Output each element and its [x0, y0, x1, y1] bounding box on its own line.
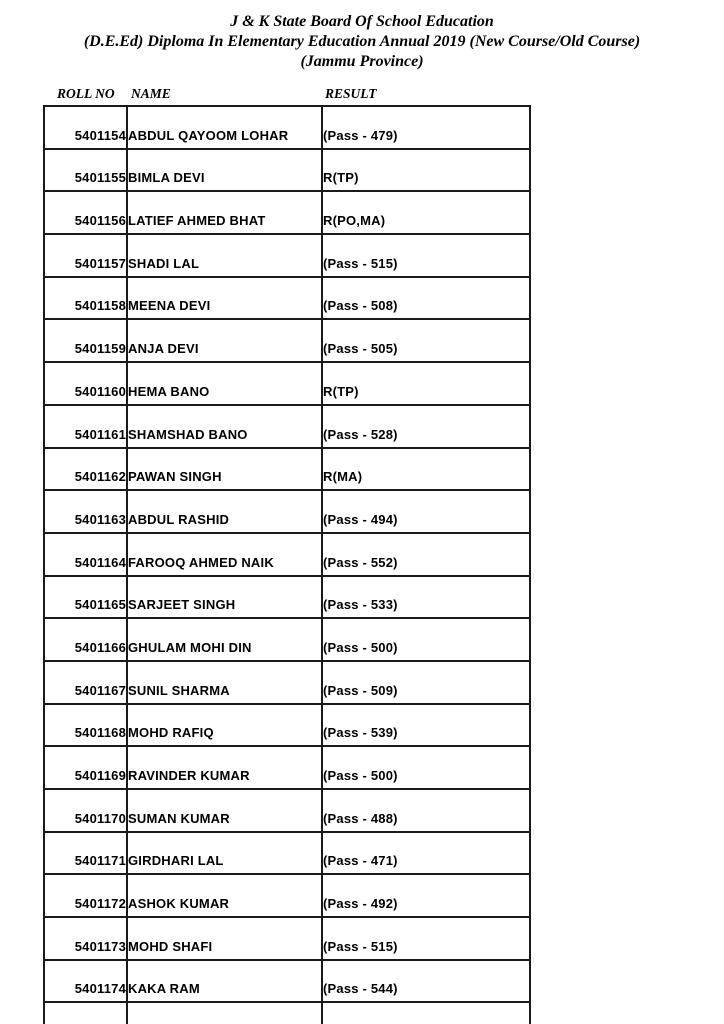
name-cell: ABDUL RASHID — [126, 489, 323, 534]
result-cell: (Pass - 539) — [321, 702, 531, 748]
table-row: 5401160 HEMA BANO R(TP) — [43, 361, 531, 406]
result-cell: (Pass - 500) — [321, 617, 531, 662]
table-row: 5401156 LATIEF AHMED BHAT R(PO,MA) — [43, 190, 531, 236]
roll-no-cell: 5401154 — [43, 105, 128, 150]
name-cell: BIMLA DEVI — [126, 147, 323, 193]
roll-no-cell: 5401169 — [43, 745, 128, 790]
roll-no-cell: 5401158 — [43, 275, 128, 321]
table-row: 5401164 FAROOQ AHMED NAIK (Pass - 552) — [43, 531, 531, 577]
table-row: 5401161 SHAMSHAD BANO (Pass - 528) — [43, 403, 531, 449]
table-row: 5401155 BIMLA DEVI R(TP) — [43, 147, 531, 193]
column-header-name: NAME — [131, 86, 171, 101]
roll-no-cell: 5401162 — [43, 446, 128, 492]
roll-no-cell: 5401174 — [43, 958, 128, 1004]
table-row: 5401173 MOHD SHAFI (Pass - 515) — [43, 916, 531, 961]
table-row: 5401171 GIRDHARI LAL (Pass - 471) — [43, 830, 531, 876]
table-row: 5401154 ABDUL QAYOOM LOHAR (Pass - 479) — [43, 105, 531, 150]
roll-no-cell: 5401168 — [43, 702, 128, 748]
name-cell: FAROOQ AHMED NAIK — [126, 531, 323, 577]
result-cell: (Pass - 468) — [321, 1001, 531, 1024]
table-row: 5401162 PAWAN SINGH R(MA) — [43, 446, 531, 492]
roll-no-cell: 5401172 — [43, 873, 128, 919]
name-cell: RAVINDER KUMAR — [126, 745, 323, 790]
result-cell: (Pass - 494) — [321, 489, 531, 534]
table-row: 5401168 MOHD RAFIQ (Pass - 539) — [43, 702, 531, 748]
roll-no-cell: 5401167 — [43, 659, 128, 705]
result-cell: (Pass - 471) — [321, 830, 531, 876]
table-row: 5401172 ASHOK KUMAR (Pass - 492) — [43, 873, 531, 919]
table-row: 5401169 RAVINDER KUMAR (Pass - 500) — [43, 745, 531, 790]
document-title: J & K State Board Of School Education — [230, 13, 494, 30]
roll-no-cell: 5401173 — [43, 916, 128, 961]
roll-no-cell: 5401163 — [43, 489, 128, 534]
result-cell: R(PO,MA) — [321, 190, 531, 236]
name-cell: ABDUL QAYOOM LOHAR — [126, 105, 323, 150]
column-header-roll-no: ROLL NO — [57, 86, 115, 101]
roll-no-cell: 5401164 — [43, 531, 128, 577]
name-cell: GIRDHARI LAL — [126, 830, 323, 876]
document-province: (Jammu Province) — [300, 53, 424, 70]
table-row: 5401167 SUNIL SHARMA (Pass - 509) — [43, 659, 531, 705]
name-cell: SHAMSHAD BANO — [126, 403, 323, 449]
result-cell: (Pass - 508) — [321, 275, 531, 321]
roll-no-cell: 5401175 — [43, 1001, 128, 1024]
table-row: 5401158 MEENA DEVI (Pass - 508) — [43, 275, 531, 321]
name-cell: SUNIL SHARMA — [126, 659, 323, 705]
table-column-headers: ROLL NO NAME RESULT — [43, 86, 523, 102]
table-row: 5401157 SHADI LAL (Pass - 515) — [43, 233, 531, 278]
result-cell: (Pass - 528) — [321, 403, 531, 449]
results-table-body: 5401154 ABDUL QAYOOM LOHAR (Pass - 479) … — [43, 105, 531, 1024]
result-cell: (Pass - 515) — [321, 916, 531, 961]
name-cell: LATIEF AHMED BHAT — [126, 190, 323, 236]
result-cell: (Pass - 552) — [321, 531, 531, 577]
table-row: 5401166 GHULAM MOHI DIN (Pass - 500) — [43, 617, 531, 662]
result-cell: (Pass - 505) — [321, 318, 531, 364]
roll-no-cell: 5401157 — [43, 233, 128, 278]
column-header-result: RESULT — [325, 86, 377, 101]
result-cell: R(TP) — [321, 147, 531, 193]
table-row: 5401170 SUMAN KUMAR (Pass - 488) — [43, 788, 531, 833]
roll-no-cell: 5401155 — [43, 147, 128, 193]
name-cell: KAKA RAM — [126, 958, 323, 1004]
result-cell: (Pass - 492) — [321, 873, 531, 919]
name-cell: SARJEET SINGH — [126, 574, 323, 620]
document-header: J & K State Board Of School Education (D… — [0, 12, 724, 72]
result-cell: (Pass - 488) — [321, 788, 531, 833]
result-cell: (Pass - 533) — [321, 574, 531, 620]
result-cell: (Pass - 544) — [321, 958, 531, 1004]
table-row: 5401174 KAKA RAM (Pass - 544) — [43, 958, 531, 1004]
name-cell: HEMA BANO — [126, 361, 323, 406]
table-row: 5401159 ANJA DEVI (Pass - 505) — [43, 318, 531, 364]
roll-no-cell: 5401160 — [43, 361, 128, 406]
roll-no-cell: 5401171 — [43, 830, 128, 876]
roll-no-cell: 5401170 — [43, 788, 128, 833]
result-cell: (Pass - 515) — [321, 233, 531, 278]
name-cell: NITA DEVI — [126, 1001, 323, 1024]
name-cell: ASHOK KUMAR — [126, 873, 323, 919]
result-cell: (Pass - 500) — [321, 745, 531, 790]
name-cell: SHADI LAL — [126, 233, 323, 278]
roll-no-cell: 5401156 — [43, 190, 128, 236]
roll-no-cell: 5401161 — [43, 403, 128, 449]
name-cell: PAWAN SINGH — [126, 446, 323, 492]
roll-no-cell: 5401166 — [43, 617, 128, 662]
roll-no-cell: 5401159 — [43, 318, 128, 364]
table-row: 5401165 SARJEET SINGH (Pass - 533) — [43, 574, 531, 620]
table-row: 5401175 NITA DEVI (Pass - 468) — [43, 1001, 531, 1024]
result-cell: R(TP) — [321, 361, 531, 406]
name-cell: MOHD SHAFI — [126, 916, 323, 961]
name-cell: GHULAM MOHI DIN — [126, 617, 323, 662]
document-subtitle: (D.E.Ed) Diploma In Elementary Education… — [83, 33, 641, 50]
name-cell: MEENA DEVI — [126, 275, 323, 321]
results-table: 5401154 ABDUL QAYOOM LOHAR (Pass - 479) … — [43, 105, 531, 1024]
result-cell: (Pass - 509) — [321, 659, 531, 705]
name-cell: MOHD RAFIQ — [126, 702, 323, 748]
roll-no-cell: 5401165 — [43, 574, 128, 620]
name-cell: SUMAN KUMAR — [126, 788, 323, 833]
name-cell: ANJA DEVI — [126, 318, 323, 364]
table-row: 5401163 ABDUL RASHID (Pass - 494) — [43, 489, 531, 534]
result-cell: R(MA) — [321, 446, 531, 492]
result-cell: (Pass - 479) — [321, 105, 531, 150]
